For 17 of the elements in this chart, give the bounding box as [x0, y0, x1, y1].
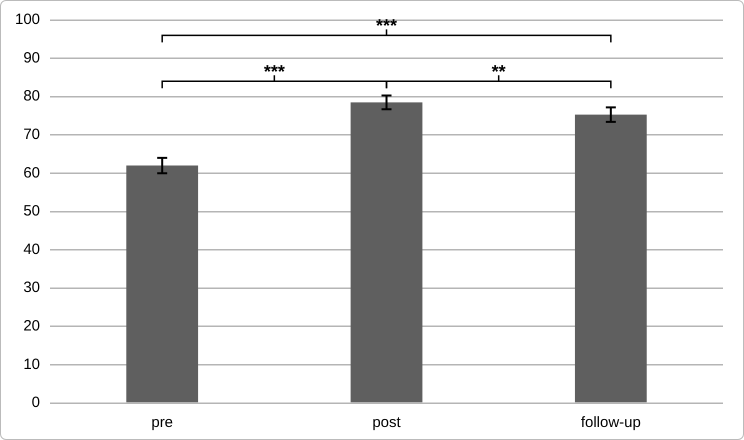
x-tick-label: post — [372, 414, 402, 432]
y-tick-label: 0 — [32, 394, 40, 412]
y-tick-label: 80 — [23, 88, 40, 105]
annotation: *** — [264, 61, 285, 82]
y-tick-label: 90 — [23, 49, 40, 66]
y-tick-label: 10 — [23, 356, 40, 373]
y-tick-label: 70 — [23, 126, 40, 144]
y-tick-label: 50 — [23, 202, 40, 220]
y-tick-label: 20 — [23, 318, 40, 335]
y-tick-label: 30 — [23, 279, 40, 296]
y-tick-label: 60 — [23, 164, 40, 182]
annotation: *** — [376, 15, 398, 36]
y-tick-label: 40 — [23, 240, 40, 258]
annotation: ** — [492, 61, 506, 82]
y-tick-label: 100 — [14, 11, 40, 28]
x-tick-label: pre — [151, 414, 174, 432]
x-tick-label: follow-up — [580, 414, 641, 432]
